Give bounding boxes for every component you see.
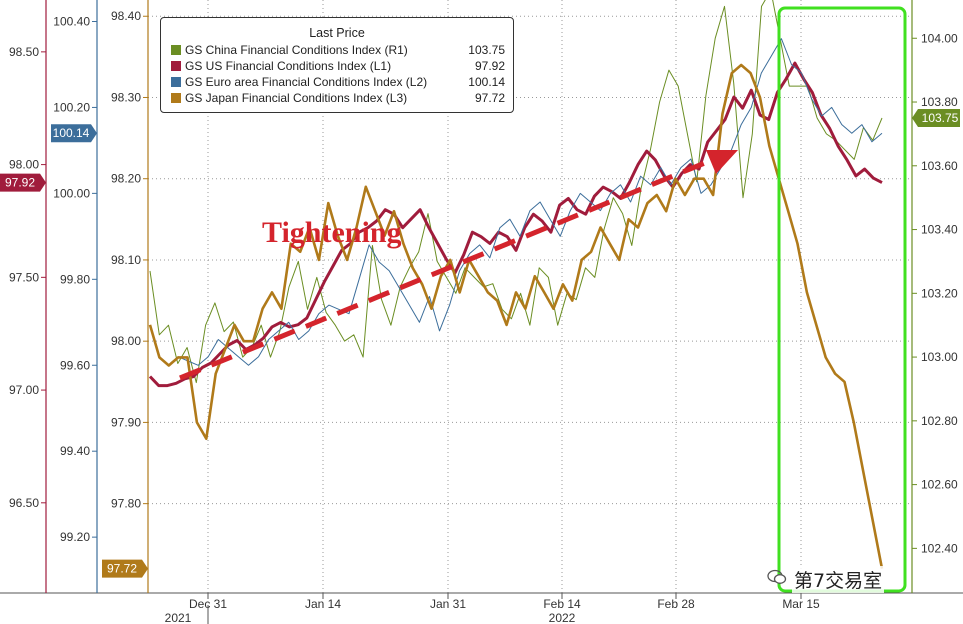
y-tick-label: 96.50	[9, 496, 39, 510]
badge-label: 100.14	[53, 126, 90, 140]
y-tick-label: 99.80	[60, 272, 90, 286]
x-tick-label: Feb 28	[657, 597, 695, 611]
wechat-icon	[767, 569, 787, 584]
x-tick-label: Jan 14	[305, 597, 341, 611]
badge-shape	[102, 559, 148, 578]
legend-label: GS Japan Financial Conditions Index (L3)	[185, 91, 408, 105]
y-tick-label: 97.80	[111, 497, 141, 511]
series-line	[148, 61, 883, 388]
y-tick-label: 98.00	[9, 158, 39, 172]
x-tick-label: Jan 31	[430, 597, 466, 611]
y-tick-label: 98.20	[111, 172, 141, 186]
badge-shape	[51, 124, 97, 143]
y-tick-label: 103.40	[921, 223, 958, 237]
y-tick-label: 100.40	[53, 14, 90, 28]
legend-swatch	[171, 61, 181, 71]
legend-last-price: 97.72	[474, 91, 505, 105]
legend-entry: GS US Financial Conditions Index (L1) 97.…	[161, 58, 513, 74]
y-tick-label: 97.50	[9, 270, 39, 284]
arrow-head	[706, 150, 738, 174]
grid-lines	[148, 0, 912, 593]
axis-badge-L1: 97.92	[0, 173, 46, 192]
x-tick-label: Mar 15	[782, 597, 820, 611]
y-tick-label: 104.00	[921, 31, 958, 45]
tightening-annotation: Tightening	[262, 216, 402, 249]
legend-swatch	[171, 45, 181, 55]
y-tick-label: 103.80	[921, 95, 958, 109]
legend-swatch	[171, 93, 181, 103]
y-tick-label: 99.20	[60, 530, 90, 544]
legend-last-price: 103.75	[468, 43, 505, 57]
axis-badge-L2: 100.14	[51, 124, 97, 143]
axis-badge-L3: 97.72	[102, 559, 148, 578]
x-year-label: 2022	[549, 611, 576, 624]
y-tick-label: 98.10	[111, 253, 141, 267]
legend-entry: GS Japan Financial Conditions Index (L3)…	[161, 90, 513, 106]
tightening-arrow	[179, 150, 738, 381]
legend-label: GS Euro area Financial Conditions Index …	[185, 75, 428, 89]
y-tick-label: 102.40	[921, 541, 958, 555]
y-tick-label: 103.60	[921, 159, 958, 173]
watermark: 第7交易室	[792, 566, 885, 593]
chart-legend: Last Price GS China Financial Conditions…	[160, 17, 514, 113]
legend-entry: GS Euro area Financial Conditions Index …	[161, 74, 513, 90]
legend-title: Last Price	[309, 26, 365, 40]
x-year-label: 2021	[165, 611, 192, 624]
x-tick-label: Feb 14	[543, 597, 581, 611]
legend-entry: GS China Financial Conditions Index (R1)…	[161, 42, 513, 58]
y-tick-label: 99.60	[60, 358, 90, 372]
y-tick-label: 102.60	[921, 478, 958, 492]
axis-badge-R1: 103.75	[912, 108, 960, 127]
series-line	[149, 0, 883, 384]
y-tick-label: 97.00	[9, 383, 39, 397]
y-tick-label: 99.40	[60, 444, 90, 458]
y-tick-label: 102.80	[921, 414, 958, 428]
legend-label: GS US Financial Conditions Index (L1)	[185, 59, 392, 73]
y-tick-label: 103.20	[921, 286, 958, 300]
y-tick-label: 100.00	[53, 186, 90, 200]
badge-shape	[912, 108, 960, 127]
badge-shape	[0, 173, 46, 192]
x-tick-label: Dec 31	[189, 597, 227, 611]
series-line	[148, 63, 884, 569]
legend-label: GS China Financial Conditions Index (R1)	[185, 43, 408, 57]
arrow-shaft	[179, 157, 713, 381]
y-tick-label: 100.20	[53, 100, 90, 114]
legend-last-price: 97.92	[474, 59, 505, 73]
y-tick-label: 98.00	[111, 334, 141, 348]
series-line	[167, 38, 883, 366]
y-tick-label: 98.50	[9, 45, 39, 59]
y-tick-label: 97.90	[111, 415, 141, 429]
highlight-box	[777, 6, 907, 593]
legend-last-price: 100.14	[468, 75, 505, 89]
y-tick-label: 103.00	[921, 350, 958, 364]
y-tick-label: 98.30	[111, 90, 141, 104]
badge-label: 103.75	[922, 111, 959, 125]
badge-label: 97.72	[107, 562, 137, 576]
y-tick-label: 98.40	[111, 9, 141, 23]
badge-label: 97.92	[5, 176, 35, 190]
legend-swatch	[171, 77, 181, 87]
